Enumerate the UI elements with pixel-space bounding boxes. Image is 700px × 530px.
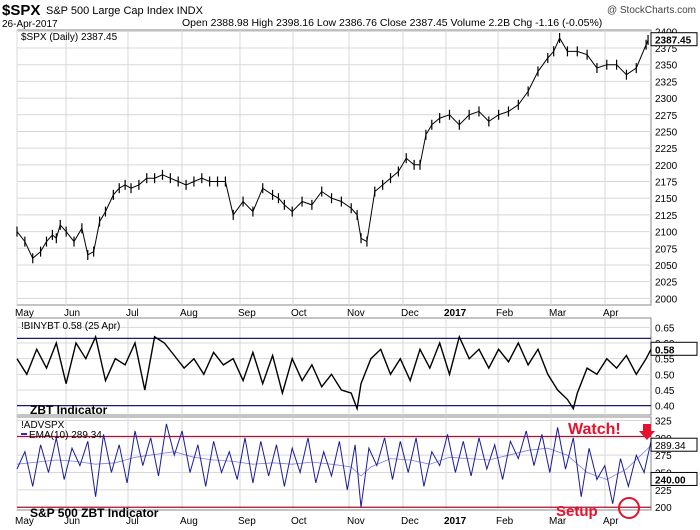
zbt-y-tick-label: 0.45 [655,386,675,397]
price-x-tick-label: Oct [291,308,307,319]
zbt-legend: !BINYBT 0.58 (25 Apr) [21,321,120,332]
zbt-last-value-box [650,341,698,356]
zbt-y-tick-label: 0.55 [655,355,675,366]
price-y-tick-label: 2325 [655,77,678,88]
price-y-tick-label: 2300 [655,94,678,105]
advspx-x-tick-label: Jul [126,516,139,527]
zbt-last-value-label: 0.58 [655,345,675,356]
advspx-x-tick-label: Mar [549,516,567,527]
price-y-tick-label: 2000 [655,294,678,305]
advspx-last-value-label: 289.34 [655,441,686,452]
price-last-value-label: 2387.45 [655,36,692,47]
price-y-tick-label: 2125 [655,211,678,222]
price-x-tick-label: May [15,308,34,319]
zbt-y-tick-label: 0.65 [655,323,675,334]
price-x-tick-label: Feb [496,308,514,319]
stockcharts-watermark: @ StockCharts.com [606,5,696,16]
zbt-y-tick-label: 0.40 [655,402,675,413]
price-y-tick-label: 2250 [655,127,678,138]
advspx-x-tick-label: Aug [180,516,198,527]
zbt-line [16,334,652,412]
advspx-ema-legend: EMA(10) 289.34 [29,430,102,441]
price-y-tick-label: 2350 [655,61,678,72]
price-y-tick-label: 2100 [655,228,678,239]
watch-arrow-icon [639,424,655,440]
price-x-tick-label: Aug [180,308,198,319]
advspx-y-tick-label: 325 [655,416,672,427]
zbt-y-tick-label: 0.50 [655,370,675,381]
advspx-x-tick-label: Feb [496,516,514,527]
advspx-x-tick-label: Nov [347,516,365,527]
price-x-tick-label: 2017 [444,308,467,319]
sp500-zbt-annotation: S&P 500 ZBT Indicator [30,506,159,520]
price-legend: $SPX (Daily) 2387.45 [21,32,118,43]
price-y-tick-label: 2025 [655,278,678,289]
price-y-tick-label: 2050 [655,261,678,272]
advspx-second-value-box [650,471,698,486]
price-y-tick-label: 2375 [655,44,678,55]
symbol-title: $SPX [2,2,41,19]
chart-date: 26-Apr-2017 [2,19,58,30]
advspx-x-tick-label: Dec [401,516,419,527]
advspx-x-tick-label: Apr [603,516,619,527]
price-y-tick-label: 2200 [655,161,678,172]
price-panel [16,29,652,306]
setup-annotation: Setup [556,503,598,520]
index-full-name: S&P 500 Large Cap Index INDX [46,5,203,17]
advspx-ema-line [16,445,652,480]
advspx-y-tick-label: 200 [655,503,672,514]
advspx-second-value-label: 240.00 [655,475,686,486]
advspx-legend: !ADVSPX [21,420,65,431]
price-y-tick-label: 2225 [655,144,678,155]
price-y-tick-label: 2175 [655,178,678,189]
advspx-last-value-box [650,437,698,452]
advspx-x-tick-label: Jun [64,516,80,527]
price-y-tick-label: 2150 [655,194,678,205]
price-x-tick-label: Jun [64,308,80,319]
price-line [16,36,649,260]
advspx-line [16,423,652,508]
setup-circle-marker [618,497,640,519]
advspx-x-tick-label: May [15,516,34,527]
watch-annotation: Watch! [568,421,621,438]
price-x-tick-label: Mar [549,308,567,319]
ohlc-summary: Open 2388.98 High 2398.16 Low 2386.76 Cl… [182,17,603,29]
advspx-y-tick-label: 225 [655,486,672,497]
advspx-x-tick-label: 2017 [444,516,467,527]
advspx-x-tick-label: Oct [291,516,307,527]
price-y-tick-label: 2275 [655,111,678,122]
zbt-indicator-annotation: ZBT Indicator [30,403,108,417]
price-x-tick-label: Nov [347,308,365,319]
price-x-tick-label: Sep [238,308,256,319]
advspx-y-tick-label: 275 [655,451,672,462]
advspx-x-tick-label: Sep [238,516,256,527]
price-x-tick-label: Apr [603,308,619,319]
price-y-tick-label: 2075 [655,244,678,255]
price-x-tick-label: Dec [401,308,419,319]
price-last-value-box [650,32,698,47]
price-x-tick-label: Jul [126,308,139,319]
